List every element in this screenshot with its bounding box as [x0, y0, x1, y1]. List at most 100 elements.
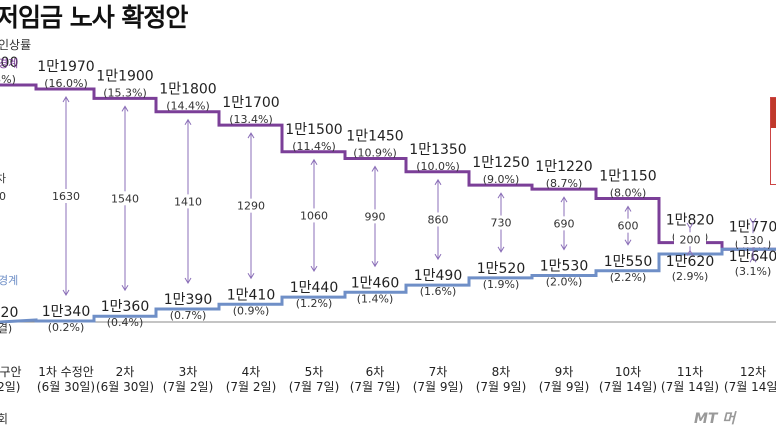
- series-line-top: [0, 83, 776, 251]
- bottom-pct-label: (2.0%): [546, 276, 583, 289]
- gap-arrow-head-up: [434, 178, 442, 186]
- gap-label: 130: [743, 234, 764, 247]
- top-pct-label: (8.7%): [546, 177, 583, 190]
- gap-label: 1630: [52, 190, 80, 203]
- gap-label-bg: [298, 208, 330, 223]
- x-tick-label: 9차: [555, 365, 574, 379]
- source-note: 회: [0, 412, 9, 426]
- x-tick-label: 5차: [305, 365, 324, 379]
- gap-label: 690: [554, 217, 575, 230]
- bottom-pct-label: (0.4%): [107, 316, 144, 329]
- x-tick-date-label: (7월 2일): [226, 380, 277, 394]
- x-tick-date-label: (7월 9일): [476, 380, 527, 394]
- bottom-pct-label: (1.6%): [420, 285, 457, 298]
- legend-box: [770, 97, 776, 185]
- gap-arrow-head-down: [247, 272, 255, 280]
- bottom-pct-label: (1.4%): [357, 292, 394, 305]
- gap-arrow-head-up: [121, 105, 129, 112]
- top-pct-label: 3%): [0, 73, 16, 86]
- x-tick-label: 요구안: [0, 365, 22, 379]
- top-value-label: 1만1220: [535, 159, 592, 175]
- gap-arrow-head-up: [62, 96, 70, 103]
- x-tick-date-label: 22일): [0, 380, 21, 394]
- x-tick-label: 2차: [116, 365, 135, 379]
- top-value-label: 1만820: [666, 213, 715, 229]
- top-value-label: 1만1800: [159, 82, 216, 98]
- bottom-value-label: 1만360: [101, 299, 150, 315]
- bottom-pct-label: (0.9%): [233, 304, 270, 317]
- top-pct-label: (8.0%): [610, 187, 647, 200]
- gap-label-bg: [109, 191, 141, 206]
- gap-label: 600: [618, 220, 639, 233]
- top-value-label: 000: [0, 55, 18, 71]
- bottom-value-label: 1만390: [164, 292, 213, 308]
- gap-arrow-head-down: [686, 222, 694, 229]
- gap-arrow-head-down: [560, 244, 568, 251]
- gap-label-bg: [612, 218, 644, 233]
- gap-label: 1060: [300, 209, 328, 222]
- bottom-value-label: 1만530: [540, 259, 589, 275]
- top-value-label: 1만1700: [222, 95, 279, 111]
- x-tick-date-label: (7월 14일): [599, 380, 657, 394]
- x-tick-date-label: (6월 30일): [37, 380, 95, 394]
- top-pct-label: (11.4%): [292, 140, 336, 153]
- gap-first-value: 80: [0, 190, 6, 203]
- bottom-value-label: 1만440: [290, 280, 339, 296]
- legend-band: [771, 98, 776, 128]
- gap-arrow-head-down: [121, 284, 129, 292]
- gap-arrow-head-down: [434, 253, 442, 261]
- gap-label: 990: [365, 210, 386, 223]
- bottom-pct-label: (2.9%): [672, 270, 709, 283]
- bottom-value-label: 320: [0, 305, 18, 321]
- top-value-label: 1만1900: [96, 68, 153, 84]
- bottom-pct-label: (1.2%): [296, 297, 333, 310]
- gap-arrow-head-down: [497, 246, 505, 253]
- gap-prefix-label: 차: [0, 172, 6, 185]
- bottom-value-label: 1만340: [42, 304, 91, 320]
- x-tick-label: 10차: [615, 365, 641, 379]
- top-value-label: 1만1970: [37, 59, 94, 75]
- bottom-pct-label: (2.2%): [610, 271, 647, 284]
- x-tick-date-label: (7월 7일): [289, 380, 340, 394]
- bottom-value-label: 1만460: [351, 275, 400, 291]
- gap-label-bg: [485, 215, 517, 230]
- x-tick-date-label: (7월 7일): [350, 380, 401, 394]
- bottom-value-label: 1만550: [604, 254, 653, 270]
- gap-label-bg: [737, 233, 769, 248]
- top-value-label: 1만1500: [285, 122, 342, 138]
- top-pct-label: (16.0%): [44, 77, 88, 90]
- x-tick-date-label: (6월 30일): [96, 380, 154, 394]
- gap-label-bg: [422, 212, 454, 227]
- gap-arrow-head-up: [497, 192, 505, 199]
- x-tick-label: 1차 수정안: [38, 365, 94, 379]
- bottom-pct-label: (3.1%): [735, 265, 772, 278]
- watermark-logo: MT 머: [694, 411, 736, 427]
- gap-arrow-head-down: [371, 261, 379, 268]
- gap-arrow-head-up: [371, 165, 379, 172]
- x-tick-date-label: (7월 14일): [724, 380, 776, 394]
- x-tick-label: 4차: [242, 365, 261, 379]
- x-tick-date-label: (7월 2일): [163, 380, 214, 394]
- bottom-pct-label: 결): [0, 322, 12, 335]
- gap-arrow-head-down: [749, 217, 757, 225]
- gap-arrow-head-up: [749, 256, 757, 263]
- bottom-pct-label: (0.2%): [48, 321, 85, 334]
- gap-label: 730: [491, 217, 512, 230]
- bottom-value-label: 1만490: [414, 268, 463, 284]
- top-pct-label: (15.3%): [103, 86, 147, 99]
- gap-arrow-head-up: [247, 132, 255, 139]
- top-value-label: 1만1250: [472, 155, 529, 171]
- top-pct-label: (14.4%): [166, 100, 210, 113]
- gap-label-bg: [50, 189, 82, 204]
- gap-arrow-head-down: [184, 277, 192, 285]
- gap-label-bg: [548, 216, 580, 231]
- top-value-label: 1만1150: [599, 169, 656, 185]
- bottom-value-label: 1만410: [227, 287, 276, 303]
- x-tick-date-label: (7월 9일): [413, 380, 464, 394]
- bottom-value-label: 1만620: [666, 254, 715, 270]
- gap-arrow-head-up: [184, 118, 192, 125]
- legend-bottom-series: 경계: [0, 274, 18, 287]
- gap-label: 1290: [237, 200, 265, 213]
- top-pct-label: (9.0%): [483, 173, 520, 186]
